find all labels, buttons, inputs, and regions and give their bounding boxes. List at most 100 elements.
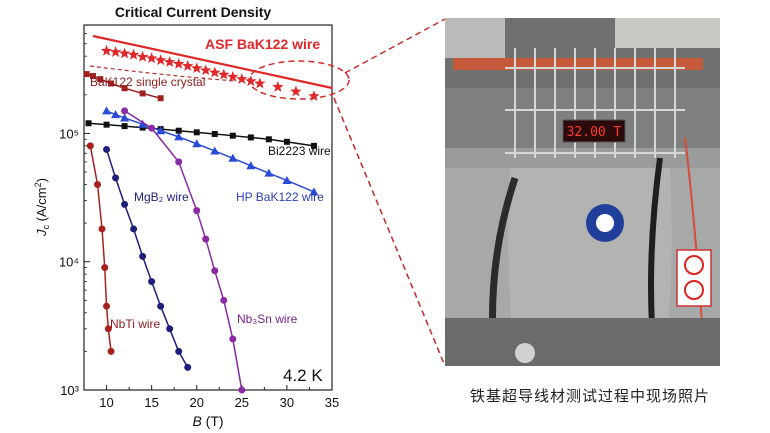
x-tick-label: 25 — [235, 395, 249, 410]
data-point — [290, 85, 302, 97]
y-tick-label: 10³ — [60, 383, 79, 398]
y-tick-label: 10⁵ — [59, 126, 79, 141]
data-point — [182, 60, 194, 71]
data-point — [228, 153, 238, 162]
data-point — [138, 119, 148, 128]
data-point — [148, 278, 156, 286]
data-point — [236, 73, 248, 84]
series-1 — [83, 71, 164, 102]
series-3 — [102, 106, 319, 196]
y-tick-label: 10⁴ — [59, 255, 79, 270]
photo-caption: 铁基超导线材测试过程中现场照片 — [469, 387, 710, 405]
data-point — [97, 76, 104, 83]
x-tick-label: 20 — [189, 395, 203, 410]
x-tick-label: 15 — [144, 395, 158, 410]
x-tick-label: 10 — [99, 395, 113, 410]
data-point — [83, 71, 90, 78]
series-line — [89, 145, 112, 352]
data-point — [139, 252, 147, 260]
data-point — [136, 50, 149, 62]
data-point — [229, 132, 236, 139]
series-layer — [83, 44, 320, 394]
data-point — [184, 363, 192, 371]
plot-frame — [83, 24, 333, 391]
data-point — [282, 175, 292, 184]
data-point — [309, 187, 319, 196]
data-point — [238, 386, 246, 394]
series-line — [105, 149, 189, 368]
data-point — [175, 158, 183, 166]
data-point — [220, 296, 228, 304]
data-point — [156, 126, 166, 135]
data-point — [272, 81, 284, 92]
data-point — [118, 47, 131, 59]
series-line — [124, 110, 243, 391]
label-nb3sn: Nb₃Sn wire — [237, 312, 298, 326]
connector-bottom — [333, 97, 446, 367]
data-point — [227, 70, 239, 82]
data-point — [86, 142, 94, 150]
data-point — [211, 130, 218, 137]
data-point — [103, 302, 111, 310]
data-point — [264, 168, 274, 177]
x-axis: 10 15 20 25 30 35 — [99, 385, 339, 410]
data-point — [247, 134, 254, 141]
asf-guide-line — [92, 34, 333, 90]
data-point — [139, 90, 146, 97]
data-point — [121, 200, 129, 208]
data-point — [175, 347, 183, 355]
data-point — [121, 123, 128, 130]
data-point — [163, 56, 176, 67]
data-point — [193, 129, 200, 136]
data-point — [130, 225, 138, 233]
test-site-photo: 32.00 T — [445, 18, 720, 366]
x-axis-label: B (T) — [192, 413, 223, 429]
data-point — [175, 127, 182, 134]
data-point — [193, 207, 201, 215]
data-point — [308, 90, 320, 102]
data-point — [254, 77, 266, 89]
data-point — [121, 85, 128, 92]
series-6 — [86, 142, 115, 355]
data-point — [310, 142, 317, 149]
series-4 — [103, 145, 192, 371]
connector-top — [344, 18, 446, 74]
data-point — [108, 80, 115, 87]
data-point — [245, 75, 257, 87]
data-point — [200, 64, 212, 76]
data-point — [102, 106, 112, 115]
data-point — [85, 120, 92, 127]
data-point — [103, 121, 110, 128]
data-point — [111, 110, 121, 119]
data-point — [192, 139, 202, 148]
temperature-annotation: 4.2 K — [283, 366, 323, 385]
chart-title: Critical Current Density — [115, 4, 272, 20]
data-point — [174, 132, 184, 141]
data-point — [121, 107, 129, 115]
data-point — [154, 54, 167, 66]
data-point — [98, 225, 106, 233]
data-point — [103, 145, 111, 153]
highlight-ellipse — [248, 60, 350, 100]
data-point — [148, 124, 156, 132]
x-tick-label: 35 — [325, 395, 339, 410]
data-point — [109, 46, 122, 57]
data-point — [104, 325, 112, 333]
series-0 — [100, 44, 320, 102]
label-mgb2: MgB₂ wire — [134, 190, 189, 204]
data-point — [172, 57, 185, 69]
data-point — [90, 73, 97, 80]
y-axis: 10³ 10⁴ 10⁵ — [59, 24, 90, 398]
data-point — [191, 62, 203, 74]
series-2 — [85, 120, 317, 149]
photo-illustration: 32.00 T — [445, 18, 720, 366]
single-crystal-guide-line — [89, 65, 236, 82]
x-tick-label: 30 — [280, 395, 294, 410]
label-single-crystal: BaK122 single crystal — [90, 75, 205, 89]
data-point — [218, 68, 230, 80]
series-5 — [121, 107, 246, 394]
data-point — [202, 235, 210, 243]
data-point — [283, 138, 290, 145]
data-point — [100, 44, 113, 56]
